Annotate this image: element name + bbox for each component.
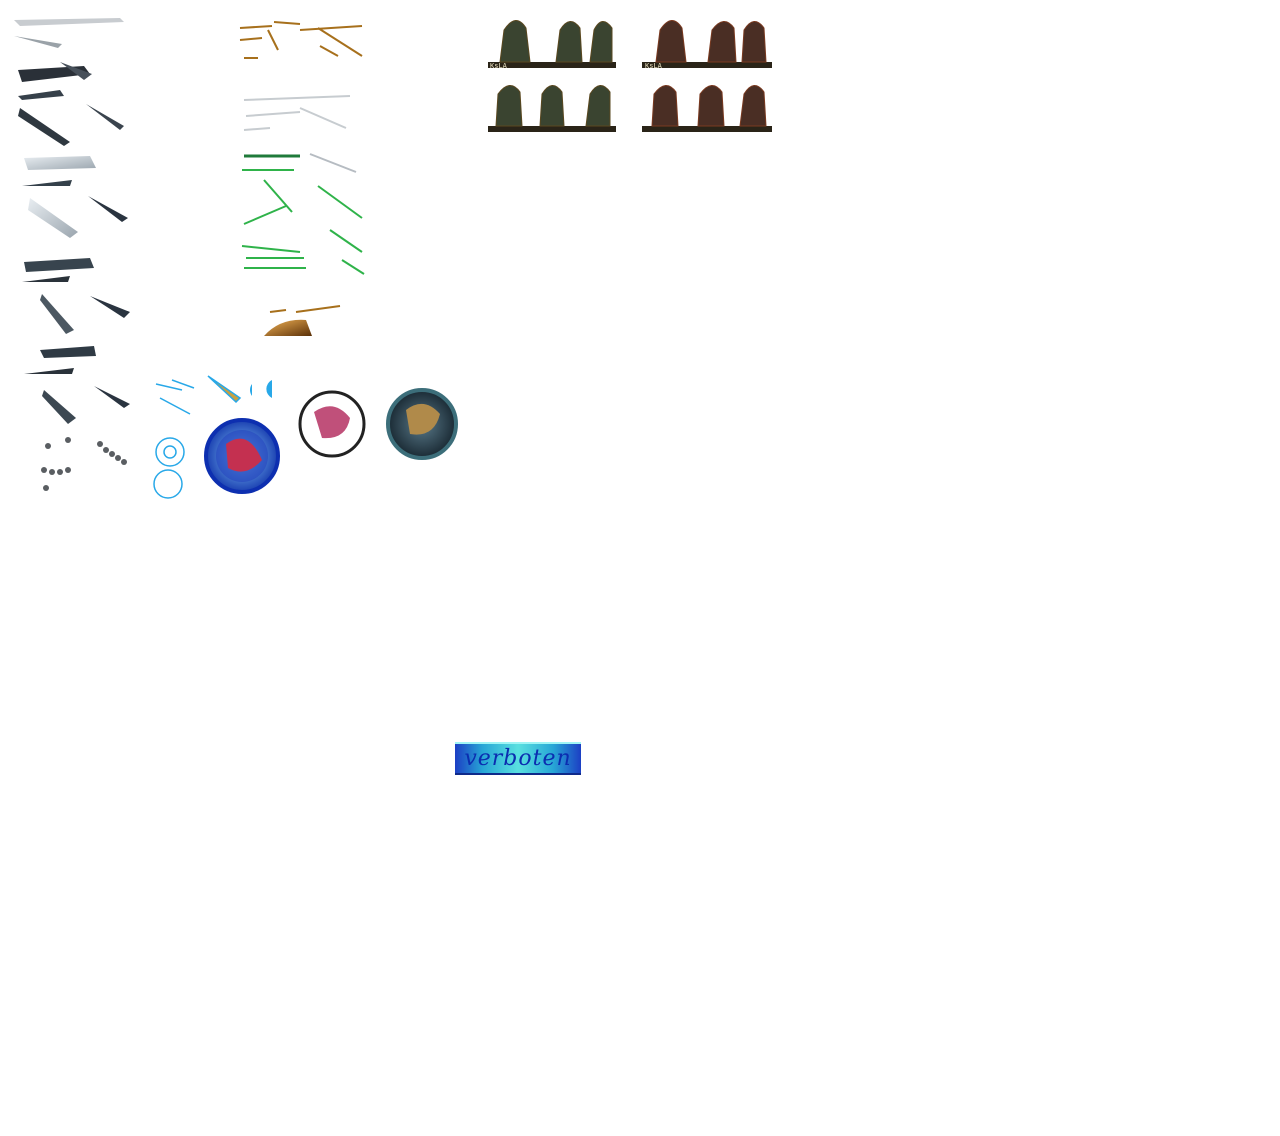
hud-tag-left: KsLA	[490, 62, 507, 70]
steel-blade-column	[14, 18, 130, 491]
magic-circle-group	[153, 375, 458, 499]
bronze-arrow-column	[153, 21, 458, 499]
banner-text: verboten	[464, 746, 572, 771]
verboten-banner: verboten	[455, 742, 581, 775]
hud-tag-right: KsLA	[645, 62, 662, 70]
character-frames	[488, 20, 772, 132]
